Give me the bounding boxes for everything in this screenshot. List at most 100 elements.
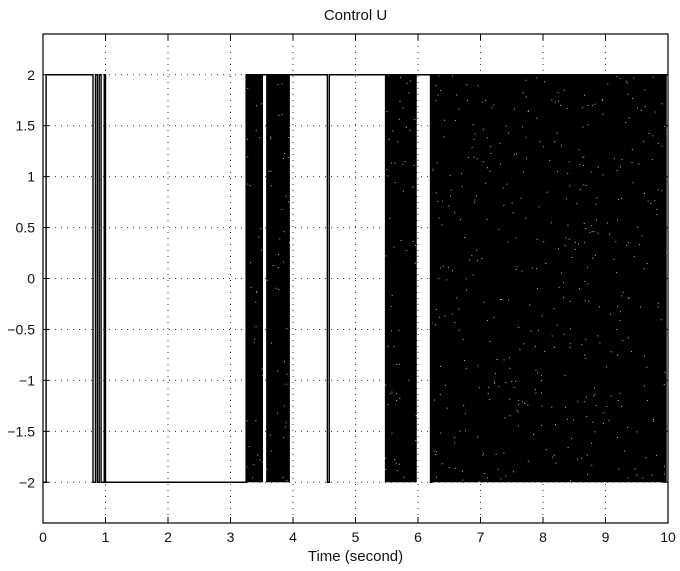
chattering-speck <box>445 279 447 281</box>
chattering-speck <box>554 101 556 103</box>
chattering-speck <box>261 103 263 105</box>
chattering-speck <box>395 462 397 464</box>
chattering-speck <box>500 163 502 165</box>
chattering-speck <box>534 389 536 391</box>
chattering-speck <box>449 174 451 176</box>
chattering-speck <box>256 292 258 294</box>
chattering-speck <box>546 191 548 193</box>
chattering-speck <box>399 76 401 78</box>
chattering-speck <box>394 182 396 184</box>
chattering-speck <box>656 454 658 456</box>
chattering-speck <box>615 241 617 243</box>
chattering-speck <box>544 350 546 352</box>
chattering-speck <box>566 418 568 420</box>
chattering-speck <box>564 245 566 247</box>
chattering-speck <box>525 96 527 98</box>
chattering-speck <box>474 133 476 135</box>
chattering-speck <box>484 183 486 185</box>
chattering-speck <box>441 463 443 465</box>
chattering-speck <box>468 259 470 261</box>
x-tick-label: 3 <box>227 529 235 545</box>
chattering-speck <box>627 426 629 428</box>
chattering-speck <box>634 468 636 470</box>
chattering-speck <box>388 138 390 140</box>
chattering-speck <box>253 464 255 466</box>
chattering-speck <box>506 183 508 185</box>
chattering-speck <box>454 467 456 469</box>
chattering-speck <box>282 157 284 159</box>
x-tick-label: 0 <box>39 529 47 545</box>
chattering-speck <box>254 338 256 340</box>
chattering-speck <box>511 380 513 382</box>
chattering-speck <box>275 287 277 289</box>
chattering-speck <box>651 474 653 476</box>
chattering-speck <box>281 83 283 85</box>
chattering-speck <box>481 101 483 103</box>
x-tick-label: 9 <box>602 529 610 545</box>
chattering-speck <box>552 456 554 458</box>
chattering-speck <box>627 477 629 479</box>
chattering-speck <box>386 110 388 112</box>
chattering-speck <box>266 280 268 282</box>
chattering-speck <box>441 200 443 202</box>
chattering-speck <box>540 374 542 376</box>
chattering-speck <box>592 395 594 397</box>
chattering-speck <box>481 258 483 260</box>
chattering-speck <box>582 157 584 159</box>
chattering-speck <box>657 142 659 144</box>
chattering-speck <box>610 351 612 353</box>
chattering-speck <box>592 257 594 259</box>
chattering-speck <box>632 97 634 99</box>
chattering-speck <box>637 226 639 228</box>
chattering-speck <box>584 300 586 302</box>
chattering-speck <box>579 188 581 190</box>
chattering-speck <box>500 299 502 301</box>
chattering-speck <box>538 206 540 208</box>
chattering-speck <box>288 242 290 244</box>
chattering-speck <box>505 475 507 477</box>
chattering-speck <box>439 393 441 395</box>
chattering-speck <box>286 479 288 481</box>
chattering-speck <box>283 231 285 233</box>
chattering-speck <box>395 393 397 395</box>
chattering-speck <box>398 118 400 120</box>
chattering-speck <box>544 81 546 83</box>
chattering-speck <box>526 157 528 159</box>
chattering-speck <box>590 171 592 173</box>
chattering-speck <box>619 77 621 79</box>
chattering-speck <box>551 222 553 224</box>
chattering-speck <box>394 162 396 164</box>
chattering-speck <box>631 148 633 150</box>
chattering-speck <box>608 419 610 421</box>
chattering-speck <box>633 77 635 79</box>
chattering-speck <box>515 237 517 239</box>
chattering-speck <box>406 82 408 84</box>
chattering-speck <box>462 479 464 481</box>
chattering-speck <box>568 238 570 240</box>
chattering-speck <box>436 309 438 311</box>
chattering-speck <box>585 228 587 230</box>
x-tick-label: 10 <box>660 529 676 545</box>
chattering-speck <box>523 343 525 345</box>
chattering-speck <box>653 420 655 422</box>
chattering-speck <box>415 415 417 417</box>
chattering-speck <box>458 329 460 331</box>
chattering-speck <box>281 114 283 116</box>
chattering-speck <box>247 156 249 158</box>
chattering-speck <box>464 430 466 432</box>
chattering-speck <box>602 99 604 101</box>
x-tick-label: 4 <box>289 529 297 545</box>
chattering-speck <box>490 145 492 147</box>
chattering-speck <box>512 212 514 214</box>
chattering-speck <box>458 308 460 310</box>
chattering-speck <box>486 219 488 221</box>
chattering-speck <box>577 458 579 460</box>
chattering-speck <box>582 126 584 128</box>
chattering-speck <box>513 154 515 156</box>
chattering-speck <box>519 348 521 350</box>
x-tick-label: 6 <box>414 529 422 545</box>
chattering-speck <box>616 328 618 330</box>
chattering-speck <box>569 328 571 330</box>
